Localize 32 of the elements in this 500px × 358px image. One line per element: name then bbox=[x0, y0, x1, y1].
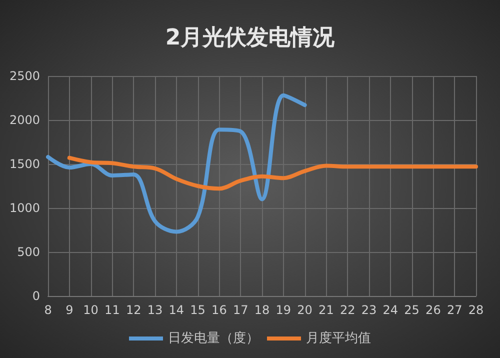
y-tick-label: 1000 bbox=[9, 201, 40, 215]
x-tick-label: 20 bbox=[297, 303, 312, 317]
x-tick-label: 16 bbox=[212, 303, 227, 317]
x-tick-label: 9 bbox=[66, 303, 74, 317]
x-tick-label: 28 bbox=[468, 303, 484, 317]
y-tick-label: 0 bbox=[32, 289, 40, 303]
x-tick-label: 14 bbox=[168, 303, 184, 317]
x-tick-label: 18 bbox=[254, 303, 270, 317]
line-series bbox=[67, 156, 478, 191]
x-tick-label: 15 bbox=[190, 303, 206, 317]
x-tick-label: 26 bbox=[426, 303, 441, 317]
legend-label: 日发电量（度） bbox=[168, 330, 259, 346]
x-tick-label: 19 bbox=[276, 303, 292, 317]
x-tick-label: 25 bbox=[404, 303, 420, 317]
y-tick-label: 500 bbox=[17, 245, 40, 259]
x-tick-label: 21 bbox=[318, 303, 334, 317]
x-tick-label: 24 bbox=[382, 303, 398, 317]
chart-title: 2月光伏发电情况 bbox=[165, 26, 336, 50]
y-tick-label: 2000 bbox=[9, 113, 40, 127]
y-tick-label: 2500 bbox=[9, 69, 40, 83]
x-tick-label: 11 bbox=[104, 303, 120, 317]
x-tick-label: 23 bbox=[361, 303, 377, 317]
y-tick-label: 1500 bbox=[9, 157, 40, 171]
x-tick-label: 17 bbox=[232, 303, 248, 317]
x-tick-label: 8 bbox=[44, 303, 52, 317]
x-tick-label: 22 bbox=[340, 303, 356, 317]
x-tick-label: 10 bbox=[83, 303, 98, 317]
x-tick-label: 27 bbox=[446, 303, 462, 317]
line-series bbox=[46, 93, 307, 234]
x-tick-label: 13 bbox=[147, 303, 163, 317]
legend-label: 月度平均值 bbox=[306, 330, 371, 346]
x-tick-label: 12 bbox=[126, 303, 142, 317]
